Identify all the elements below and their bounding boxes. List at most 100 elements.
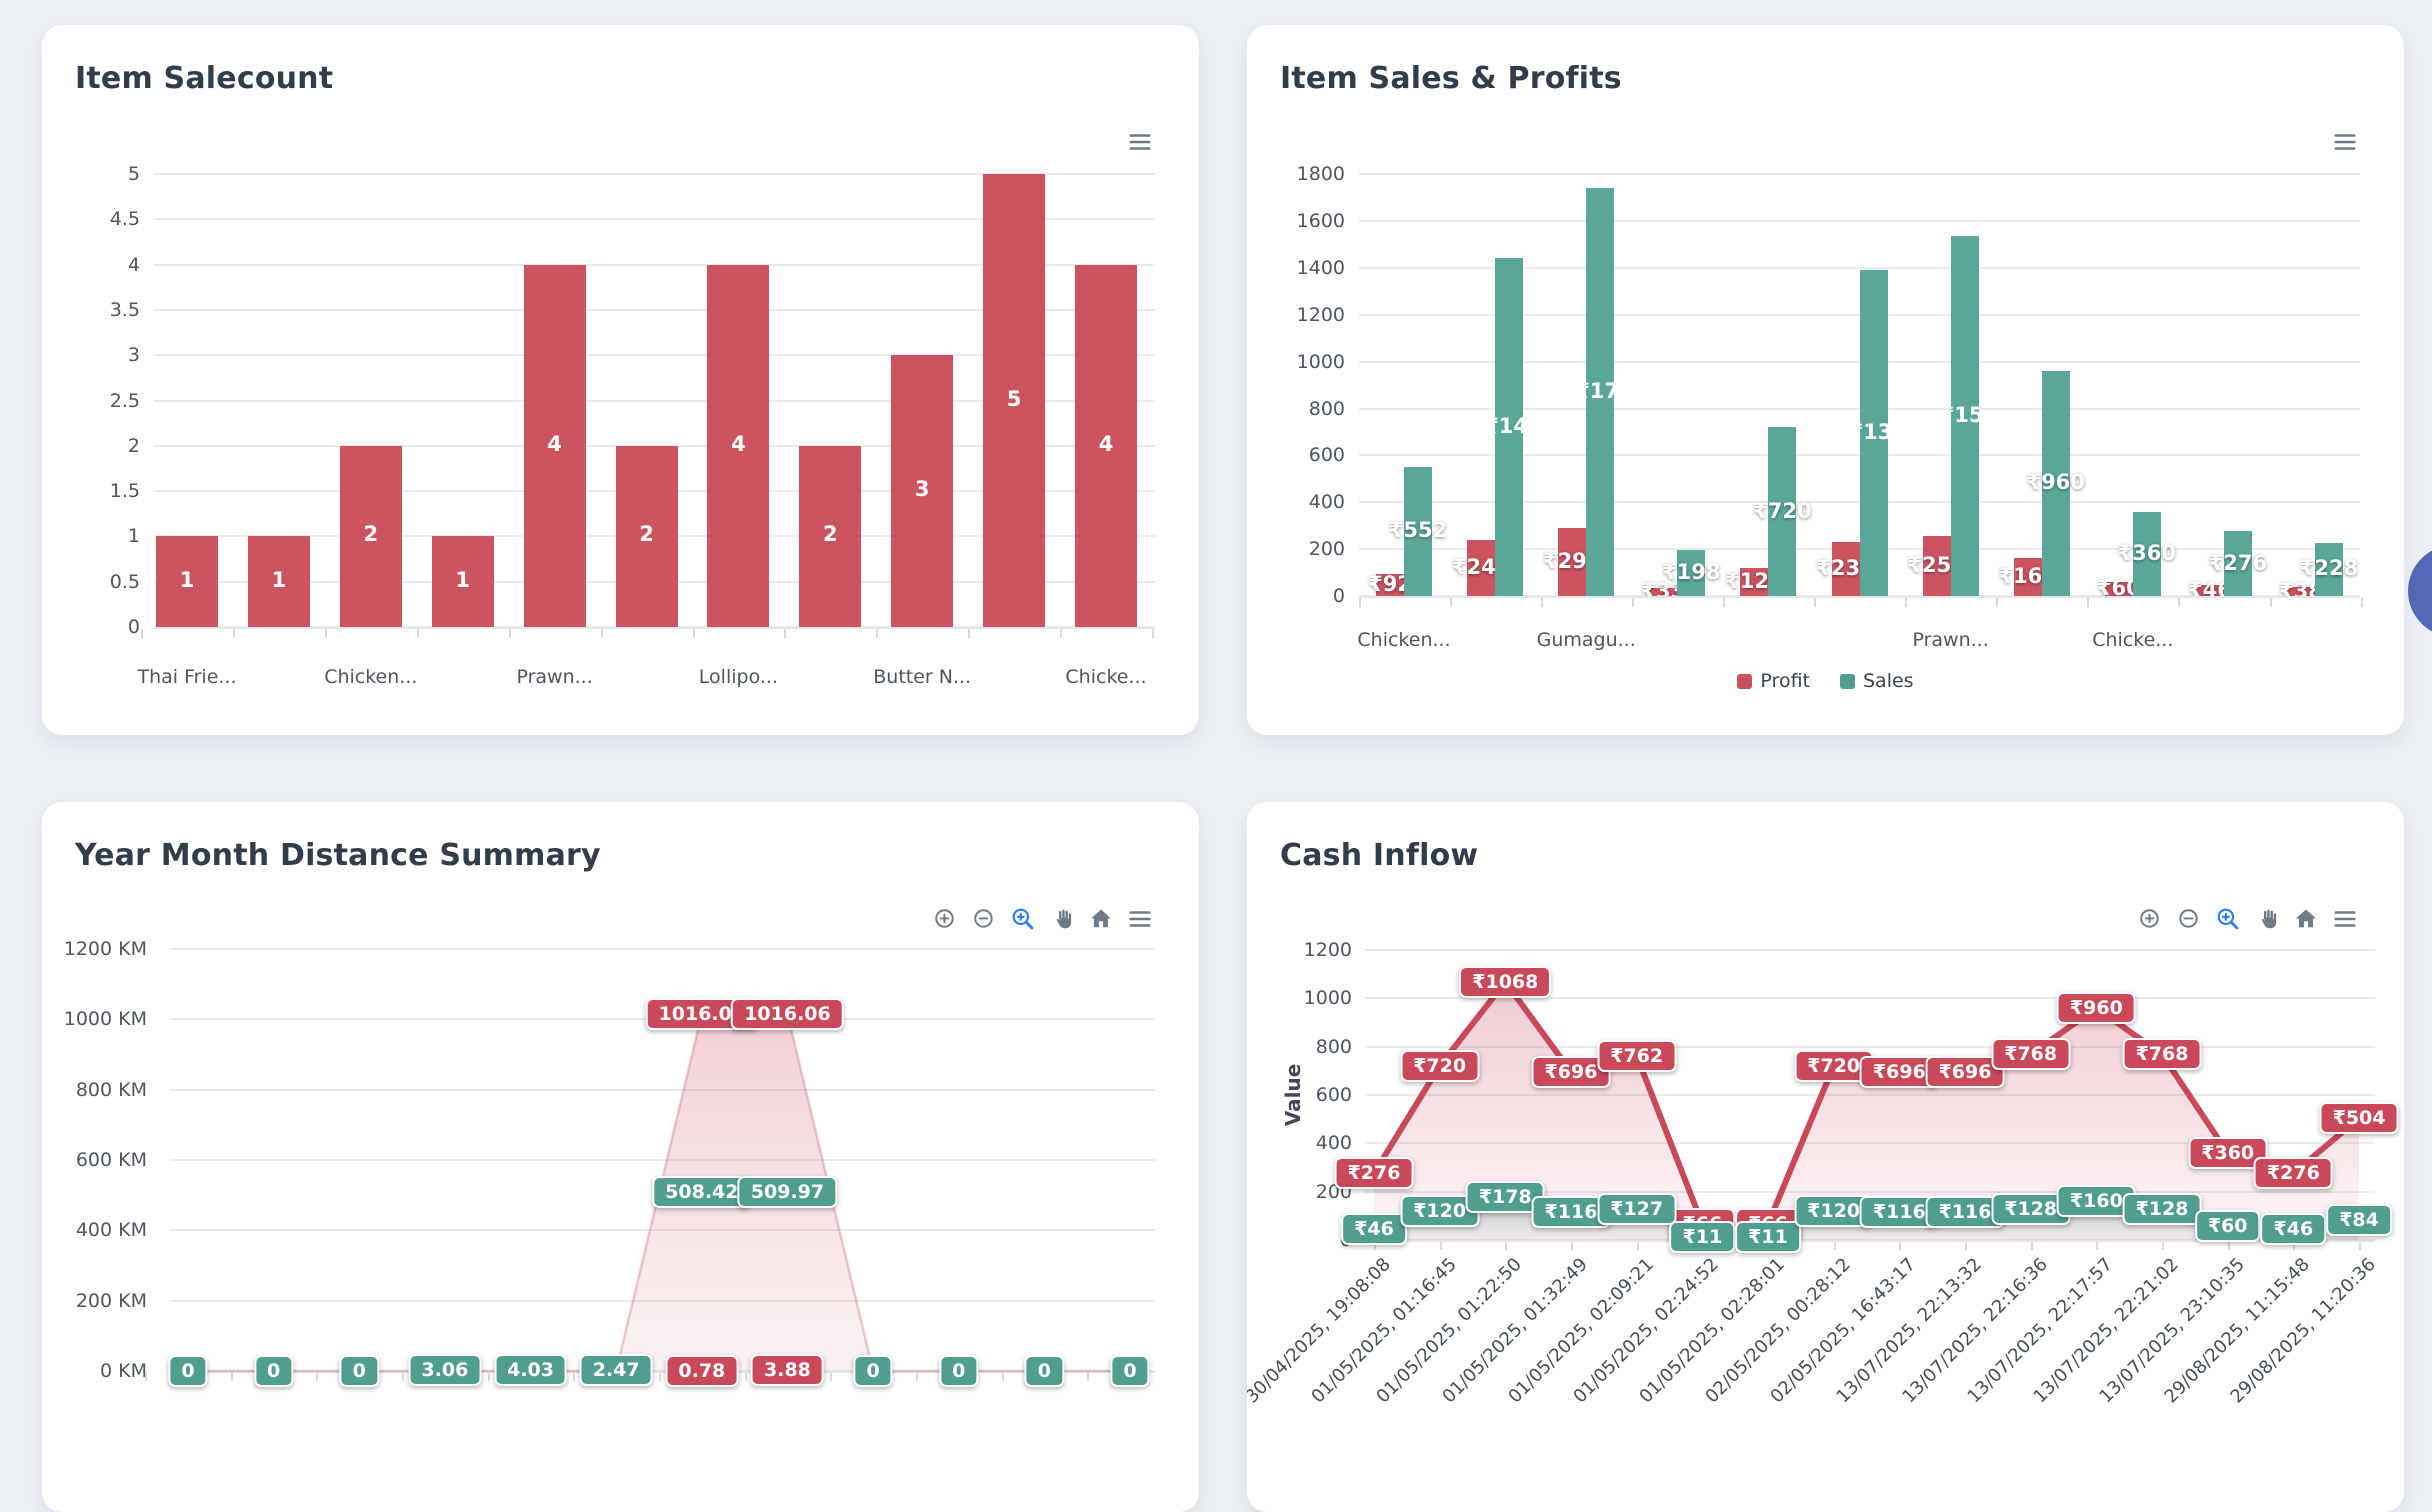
- bar-value-label: ₹60: [2096, 575, 2141, 598]
- card-cash-inflow: Cash Inflow Value120010008006004002000₹2…: [1247, 802, 2404, 1512]
- y-axis-label: 200 KM: [75, 1289, 147, 1312]
- bar: [707, 264, 770, 627]
- data-label: ₹84: [2326, 1203, 2392, 1236]
- bar-value-label: ₹276: [2208, 550, 2268, 575]
- y-axis-label: 800: [1315, 1035, 1352, 1058]
- y-axis-label: 1000 KM: [63, 1008, 147, 1031]
- bar-value-label: ₹1536: [1951, 402, 1979, 427]
- chart-cash-inflow-canvas: Value120010008006004002000₹276₹720₹1068₹…: [1247, 802, 2404, 1512]
- y-axis-label: 0.5: [109, 570, 140, 593]
- bar-label-clip: ₹1740: [1586, 188, 1614, 596]
- home-icon[interactable]: [1088, 906, 1114, 932]
- data-label: ₹276: [1334, 1157, 1414, 1190]
- chart-title: Item Salecount: [75, 61, 334, 96]
- y-axis-label: 600: [1308, 444, 1345, 467]
- chart-toolbar: [1127, 129, 1153, 155]
- data-label: 508.42: [652, 1176, 752, 1209]
- y-axis-label: 5: [127, 163, 140, 185]
- legend-marker: [1737, 673, 1753, 689]
- legend-item: Profit: [1737, 670, 1810, 692]
- y-axis-label: 0: [1332, 585, 1345, 608]
- bar: [1075, 264, 1137, 627]
- bar-value-label: 2: [822, 522, 838, 547]
- selection-zoom-icon[interactable]: [1010, 906, 1036, 932]
- y-axis-label: 600 KM: [75, 1148, 147, 1171]
- axis-tick: [1571, 1242, 1573, 1250]
- menu-icon[interactable]: [1127, 129, 1153, 155]
- y-axis-label: 1600: [1296, 209, 1345, 232]
- bar-value-label: 3: [914, 477, 930, 502]
- x-axis-label: Chicken...: [324, 666, 418, 688]
- x-axis-line: [1365, 1240, 2375, 1242]
- zoom-out-icon[interactable]: [2176, 906, 2202, 932]
- zoom-in-icon[interactable]: [932, 906, 958, 932]
- bar-profit: [1558, 528, 1587, 596]
- axis-tick: [1439, 1242, 1442, 1250]
- chart-series-path: [1374, 981, 2360, 1240]
- bar-profit: [1922, 535, 1951, 596]
- menu-icon[interactable]: [2332, 129, 2358, 155]
- chart-year-month-distance-canvas: 1200 KM 1000 KM 800 KM 600 KM 400 KM 200 KM 0 …: [42, 802, 1199, 1512]
- bar-value-label: ₹33: [1641, 579, 1686, 598]
- x-axis-label: Chicke...: [1065, 666, 1147, 688]
- data-label: 0.78: [665, 1354, 739, 1387]
- bar: [523, 264, 586, 627]
- y-axis-label: 2.5: [109, 389, 140, 412]
- pan-icon[interactable]: [1049, 906, 1075, 932]
- bar: [431, 536, 494, 627]
- menu-icon[interactable]: [1127, 906, 1153, 932]
- selection-zoom-icon[interactable]: [2215, 906, 2241, 932]
- axis-tick: [1087, 1373, 1090, 1381]
- axis-tick: [830, 1373, 833, 1381]
- axis-tick: [1449, 598, 1452, 607]
- bar-label-clip: ₹1440: [1495, 258, 1523, 596]
- gridline: [154, 173, 1155, 175]
- zoom-in-icon[interactable]: [2137, 906, 2163, 932]
- data-label: 0: [254, 1355, 294, 1387]
- legend-label: Sales: [1862, 670, 1914, 692]
- pan-icon[interactable]: [2254, 906, 2280, 932]
- data-label: 3.88: [751, 1353, 824, 1386]
- gridline: [1365, 949, 2375, 951]
- bar-value-label: 4: [731, 431, 746, 456]
- axis-tick: [2269, 598, 2272, 607]
- bar-value-label: ₹1740: [1586, 379, 1615, 404]
- y-axis-label: 400 KM: [75, 1219, 147, 1242]
- axis-tick: [1814, 598, 1816, 607]
- gridline: [1359, 219, 2360, 222]
- axis-tick: [2096, 1242, 2099, 1250]
- y-axis-label: 2: [127, 434, 140, 457]
- data-label: ₹720: [1400, 1050, 1480, 1082]
- x-axis-line: [1359, 596, 2360, 598]
- gridline: [154, 218, 1155, 221]
- bar: [247, 536, 310, 627]
- axis-tick: [1899, 1242, 1902, 1250]
- data-label: ₹504: [2319, 1102, 2399, 1135]
- gridline: [154, 354, 1155, 357]
- data-label: 1016.06: [731, 997, 844, 1030]
- chart-title: Item Sales & Profits: [1280, 61, 1622, 96]
- bar: [891, 355, 954, 627]
- axis-tick: [1996, 598, 1999, 607]
- bar-value-label: ₹960: [2026, 470, 2085, 495]
- menu-icon[interactable]: [2332, 906, 2358, 932]
- bar-sales: [1495, 258, 1524, 596]
- axis-tick: [316, 1373, 319, 1381]
- y-axis-label: 1800: [1296, 163, 1345, 185]
- floating-action-button[interactable]: [2408, 545, 2432, 637]
- data-label: ₹276: [2253, 1157, 2333, 1190]
- bar-label-clip: ₹1536: [1951, 236, 1979, 596]
- bar-profit: [2104, 581, 2133, 596]
- data-label: 509.97: [737, 1175, 838, 1208]
- axis-tick: [968, 629, 971, 638]
- y-axis-label: 1000: [1296, 350, 1345, 373]
- zoom-out-icon[interactable]: [971, 906, 997, 932]
- axis-tick: [230, 1373, 233, 1381]
- home-icon[interactable]: [2293, 906, 2319, 932]
- bar-sales: [1586, 188, 1615, 596]
- axis-tick: [659, 1373, 662, 1381]
- axis-tick: [2087, 598, 2090, 607]
- axis-tick: [233, 629, 235, 638]
- card-item-sales-profits: Item Sales & Profits 1800 1600 1400 1200 100…: [1247, 25, 2404, 735]
- axis-tick: [145, 1373, 148, 1381]
